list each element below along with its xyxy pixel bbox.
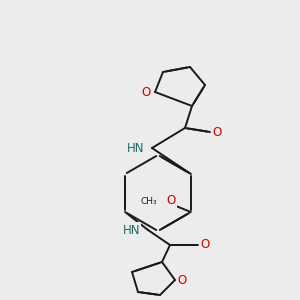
Text: O: O — [200, 238, 210, 251]
Text: HN: HN — [122, 224, 140, 236]
Text: O: O — [177, 274, 187, 286]
Text: CH₃: CH₃ — [141, 197, 157, 206]
Text: O: O — [212, 125, 222, 139]
Text: O: O — [142, 85, 151, 98]
Text: O: O — [166, 194, 176, 206]
Text: HN: HN — [127, 142, 144, 154]
